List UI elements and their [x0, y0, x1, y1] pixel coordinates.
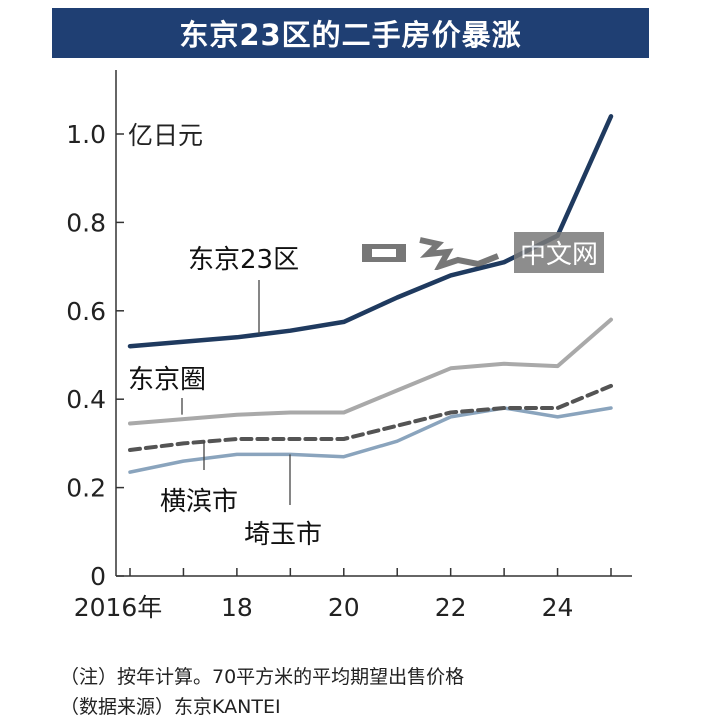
- series-label: 东京圈: [128, 365, 206, 395]
- x-tick-label: 18: [221, 593, 253, 622]
- series-label: 横滨市: [160, 487, 238, 517]
- y-tick-label: 0: [90, 562, 106, 591]
- series-label: 东京23区: [188, 245, 299, 275]
- watermark-text: 中文网: [514, 231, 605, 273]
- series-layer: [127, 114, 614, 474]
- x-tick-label: 2016年: [74, 593, 163, 622]
- y-tick-label: 0.8: [66, 208, 106, 237]
- y-tick-label: 0.2: [66, 474, 106, 503]
- y-tick-label: 0.4: [66, 385, 106, 414]
- chart-title: 东京23区的二手房价暴涨: [52, 8, 649, 58]
- y-tick-label: 1.0: [66, 120, 106, 149]
- footnote-note: （注）按年计算。70平方米的平均期望出售价格: [60, 666, 465, 688]
- nikkei-logo-icon: [362, 237, 500, 270]
- footnote-source: （数据来源）东京KANTEI: [60, 696, 281, 718]
- series-line-4: [128, 406, 613, 474]
- x-tick-label: 24: [542, 593, 574, 622]
- series-label: 埼玉市: [244, 520, 322, 550]
- footnotes: （注）按年计算。70平方米的平均期望出售价格 （数据来源）东京KANTEI: [60, 662, 464, 722]
- y-axis-label: 亿日元: [128, 121, 203, 150]
- watermark: 中文网: [358, 231, 605, 273]
- x-tick-label: 20: [328, 593, 360, 622]
- series-line-2: [128, 317, 613, 426]
- axes: 0 0.2 0.4 0.6 0.8 1.0 亿日元 2016年 18 20 22 24: [66, 70, 632, 622]
- series-line-3: [128, 383, 613, 452]
- y-tick-label: 0.6: [66, 297, 106, 326]
- x-tick-label: 22: [435, 593, 467, 622]
